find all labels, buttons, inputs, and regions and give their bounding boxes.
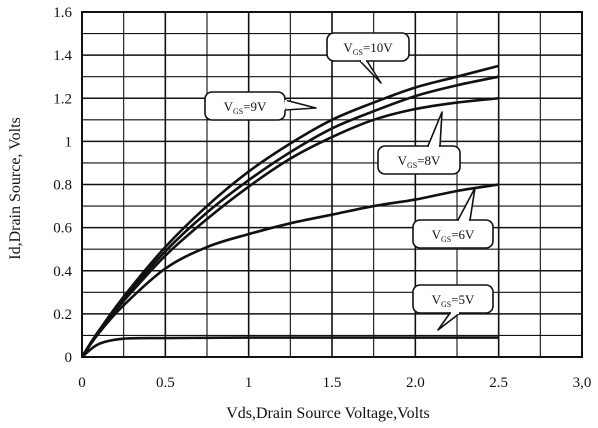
- callout-pointer: [427, 111, 443, 147]
- callout-pointer: [359, 60, 382, 84]
- x-axis-label: Vds,Drain Source Voltage,Volts: [226, 405, 430, 422]
- callout-box: [377, 145, 461, 175]
- x-tick-label: 1.5: [323, 375, 342, 391]
- x-tick-label: 1: [245, 375, 253, 391]
- callout-pointer: [284, 99, 317, 111]
- callout-4: VGS=6V: [412, 187, 494, 249]
- callout-2: VGS=9V: [204, 91, 317, 121]
- x-tick-label: 3,0: [573, 375, 592, 391]
- callout-label: VGS=6V: [432, 227, 475, 244]
- y-tick-label: 1.4: [53, 48, 72, 64]
- callout-label: VGS=10V: [343, 40, 393, 57]
- callout-pointer-join: [282, 99, 288, 111]
- series-lines: [80, 64, 499, 359]
- plot-frame: [81, 11, 583, 358]
- y-tick-label: 0.8: [53, 178, 72, 194]
- callout-label: VGS=8V: [398, 153, 441, 170]
- y-axis-label: Id,Drain Source, Volts: [7, 117, 24, 260]
- y-tick-label: 0.2: [53, 307, 72, 323]
- callout-5: VGS=5V: [412, 284, 494, 331]
- callout-box: [412, 219, 494, 249]
- y-tick-label: 1.6: [53, 5, 72, 21]
- y-tick-label: 0.4: [53, 264, 72, 280]
- y-tick-label: 0.6: [53, 221, 72, 237]
- y-tick-label: 1: [65, 134, 73, 150]
- series-line-5: [81, 336, 499, 359]
- y-tick-label: 0: [65, 350, 73, 366]
- y-tick-label: 1.2: [53, 91, 72, 107]
- callout-3: VGS=8V: [377, 111, 461, 175]
- callout-1: VGS=10V: [326, 32, 410, 84]
- callouts: VGS=10V VGS=9V VGS=8V VGS=6V VGS=5V: [204, 32, 494, 331]
- callout-box: [326, 32, 410, 62]
- callout-label: VGS=9V: [224, 99, 267, 116]
- tick-labels: 0 0.2 0.4 0.6 0.8 1 1.2 1.4 1.6 0 0.5 1 1.5 2.0 2.5 3,0: [53, 5, 591, 391]
- callout-label: VGS=5V: [432, 292, 475, 309]
- grid: [81, 11, 583, 358]
- x-tick-label: 2.0: [406, 375, 425, 391]
- series-line-3: [80, 96, 499, 358]
- callout-pointer: [457, 187, 476, 221]
- x-tick-label: 0: [78, 375, 86, 391]
- x-tick-label: 2.5: [489, 375, 508, 391]
- series-line-4: [80, 183, 499, 358]
- x-tick-label: 0.5: [156, 375, 175, 391]
